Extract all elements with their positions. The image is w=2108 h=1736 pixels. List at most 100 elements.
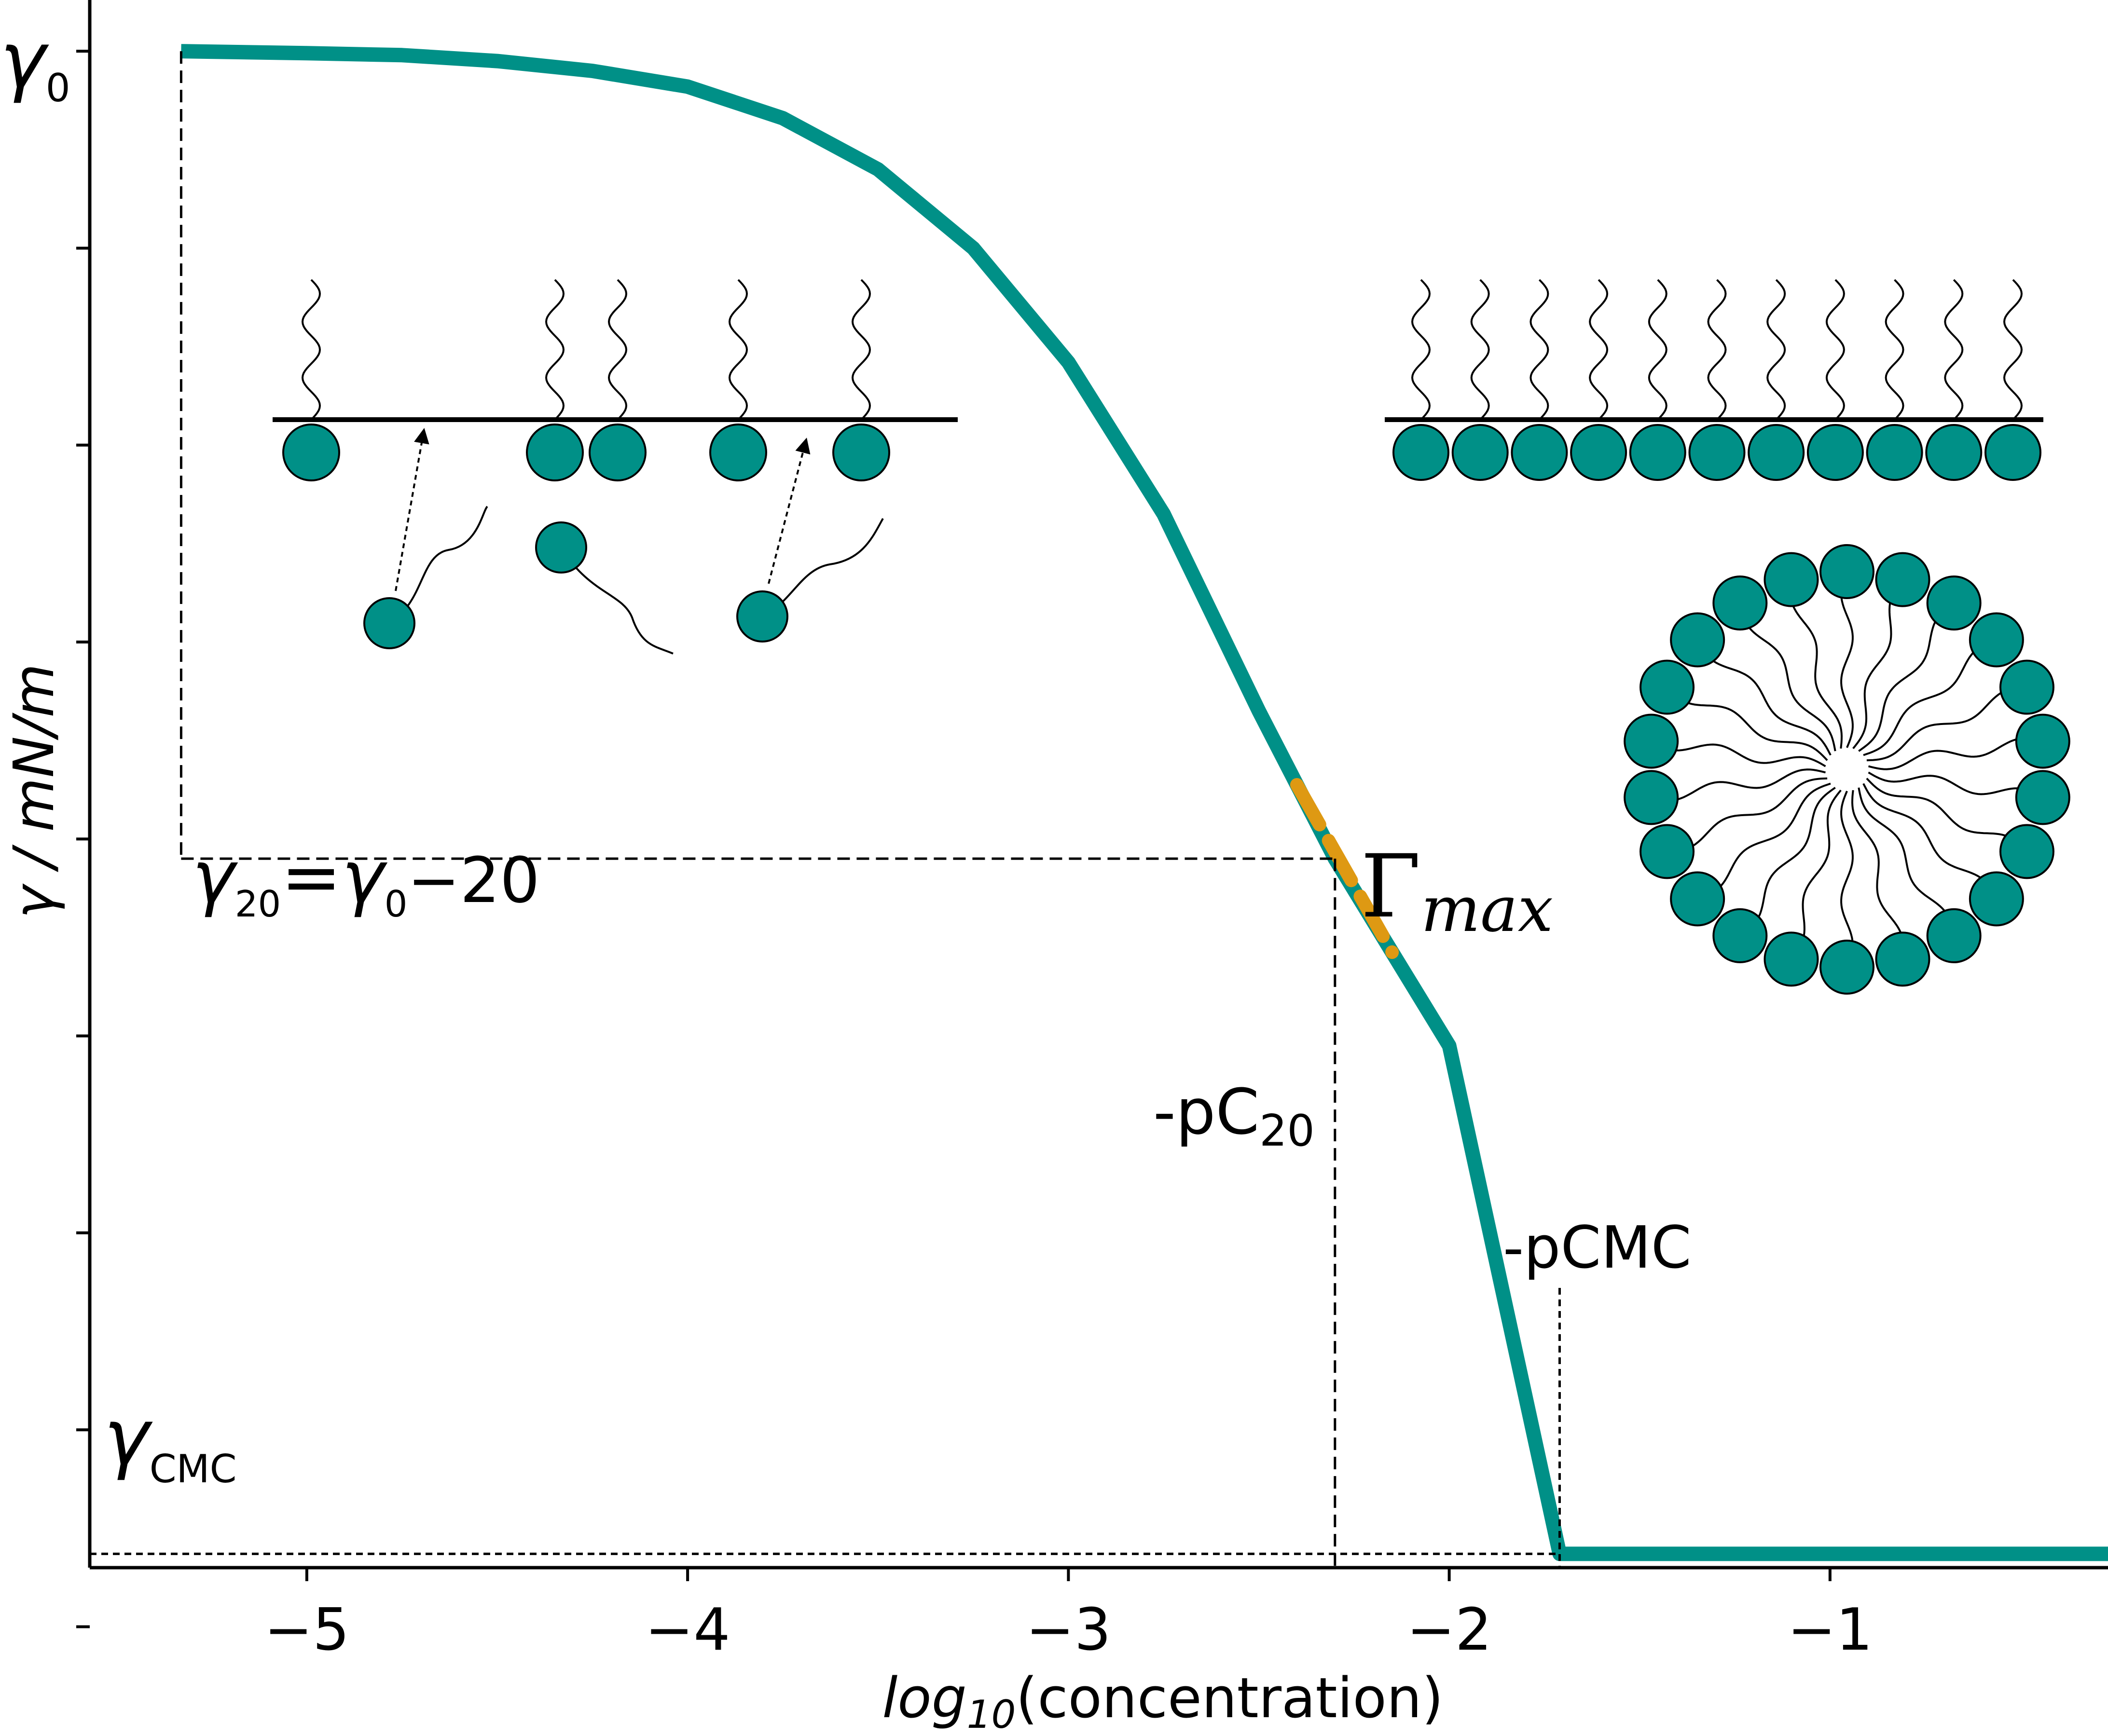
x-tick-label: −4	[645, 1597, 730, 1664]
series-line	[181, 44, 2108, 1561]
surfactant-tail	[1589, 279, 1609, 421]
adsorption-arrow	[395, 428, 429, 591]
surfactant-head	[1688, 424, 1746, 481]
y-axis-label: γ / mN/m	[2, 664, 67, 919]
surfactant-tail	[301, 279, 321, 421]
x-tick-label: −3	[1026, 1597, 1111, 1664]
micelle-head	[1999, 659, 2054, 715]
micelle-head	[2015, 713, 2070, 769]
y-ticks	[76, 50, 90, 1628]
micelle-head	[1624, 713, 1679, 769]
gamma0-label: γ0	[0, 15, 70, 110]
micelle-tail	[1789, 579, 1843, 749]
micelle-head	[1640, 659, 1695, 715]
micelle-tail	[1852, 579, 1904, 750]
surfactant-tail	[1885, 279, 1904, 421]
surfactant-head	[1570, 424, 1627, 481]
surfactant-tail	[1411, 279, 1431, 421]
axes	[88, 0, 2108, 1570]
micelle-tail	[1651, 768, 1826, 802]
micelle-tail	[1866, 686, 2027, 762]
x-ticks: −5 −4 −3 −2 −1	[264, 1568, 1873, 1664]
reference-lines	[90, 51, 1561, 1568]
bulk-tail	[389, 506, 488, 623]
surfactant-head	[526, 424, 584, 481]
surfactant-tail	[2003, 279, 2023, 421]
curve-layer	[181, 44, 2108, 1561]
bulk-tail	[762, 518, 884, 617]
micelle-tail	[1697, 782, 1831, 900]
pc20-label: -pC20	[1153, 1075, 1315, 1156]
micelle-head	[1764, 931, 1819, 987]
micelle-head	[1764, 552, 1819, 607]
micelle-head	[1926, 575, 1982, 631]
surfactant-head	[1748, 424, 1805, 481]
micelle-tail	[1667, 777, 1828, 853]
surfactant-head	[282, 424, 340, 481]
bulk-tail	[560, 547, 674, 655]
micelle-tail	[1868, 737, 2043, 770]
pcmc-label: -pCMC	[1503, 1215, 1692, 1282]
micelle-head	[1926, 908, 1982, 963]
micelle-tail	[1739, 602, 1836, 752]
micelle-tail	[1851, 790, 1905, 959]
micelle-head	[2015, 770, 2070, 825]
micelle-head	[1999, 824, 2054, 879]
micelle-head	[1712, 908, 1768, 963]
surfactant-head	[1866, 424, 1923, 481]
gamma20-equation: γ20=γ0−20	[192, 835, 540, 925]
gamma-cmc-label: γCMC	[104, 1392, 236, 1491]
surfactant-tail	[1470, 279, 1490, 421]
surfactant-head	[1806, 424, 1864, 481]
x-tick-label: −1	[1787, 1597, 1873, 1664]
micelle-tail	[1866, 778, 2028, 852]
x-axis-label: log10(concentration)	[882, 1666, 1443, 1736]
surfactant-tail	[851, 279, 871, 421]
gamma-max-highlight	[1290, 778, 1399, 959]
surfactant-tail	[1825, 279, 1845, 421]
micelle-head	[1670, 612, 1725, 668]
surfactant-head	[1511, 424, 1568, 481]
x-tick-label: −2	[1406, 1597, 1492, 1664]
micelle-head	[1640, 824, 1695, 879]
micelle-head	[1969, 871, 2024, 927]
bulk-head	[535, 521, 587, 574]
surfactant-head	[1984, 424, 2041, 481]
surfactant-tail	[1707, 279, 1727, 421]
micelle-tail	[1858, 787, 1955, 936]
surfactant-tail	[607, 279, 628, 421]
micelle-head	[1712, 575, 1768, 631]
surfactant-head	[1392, 424, 1449, 481]
surfactant-head	[1629, 424, 1686, 481]
bulk-head	[363, 597, 415, 649]
surfactant-tail	[1648, 279, 1667, 421]
micelle-tail	[1666, 686, 1828, 761]
surfactant-head	[709, 424, 767, 481]
micelle-tail	[1739, 787, 1836, 937]
adsorption-arrow	[768, 437, 811, 584]
micelle-tail	[1863, 639, 1997, 756]
micelle-tail	[1868, 771, 2043, 799]
micelle-head	[1819, 544, 1874, 599]
surfactant-head	[1451, 424, 1509, 481]
micelle-head	[1875, 931, 1930, 987]
surfactant-head	[589, 424, 647, 481]
micelle-tail	[1840, 571, 1854, 748]
micelle-head	[1819, 940, 1874, 995]
surfactant-tail	[1529, 279, 1549, 421]
surfactant-tail	[1766, 279, 1786, 421]
bulk-head	[736, 590, 788, 642]
micelle-tail	[1862, 783, 1998, 900]
micelle-tail	[1696, 639, 1832, 756]
surfactant-head	[832, 424, 890, 481]
surfactant-tail	[728, 279, 748, 421]
surfactant-diagrams	[273, 279, 2070, 995]
surfactant-tail	[545, 279, 565, 421]
micelle-tail	[1790, 789, 1842, 960]
surfactant-tail	[1944, 279, 1964, 421]
micelle-head	[1969, 612, 2024, 668]
gamma-max-label: Γmax	[1361, 836, 1553, 946]
micelle-tail	[1858, 602, 1955, 752]
micelle-tail	[1651, 740, 1826, 767]
